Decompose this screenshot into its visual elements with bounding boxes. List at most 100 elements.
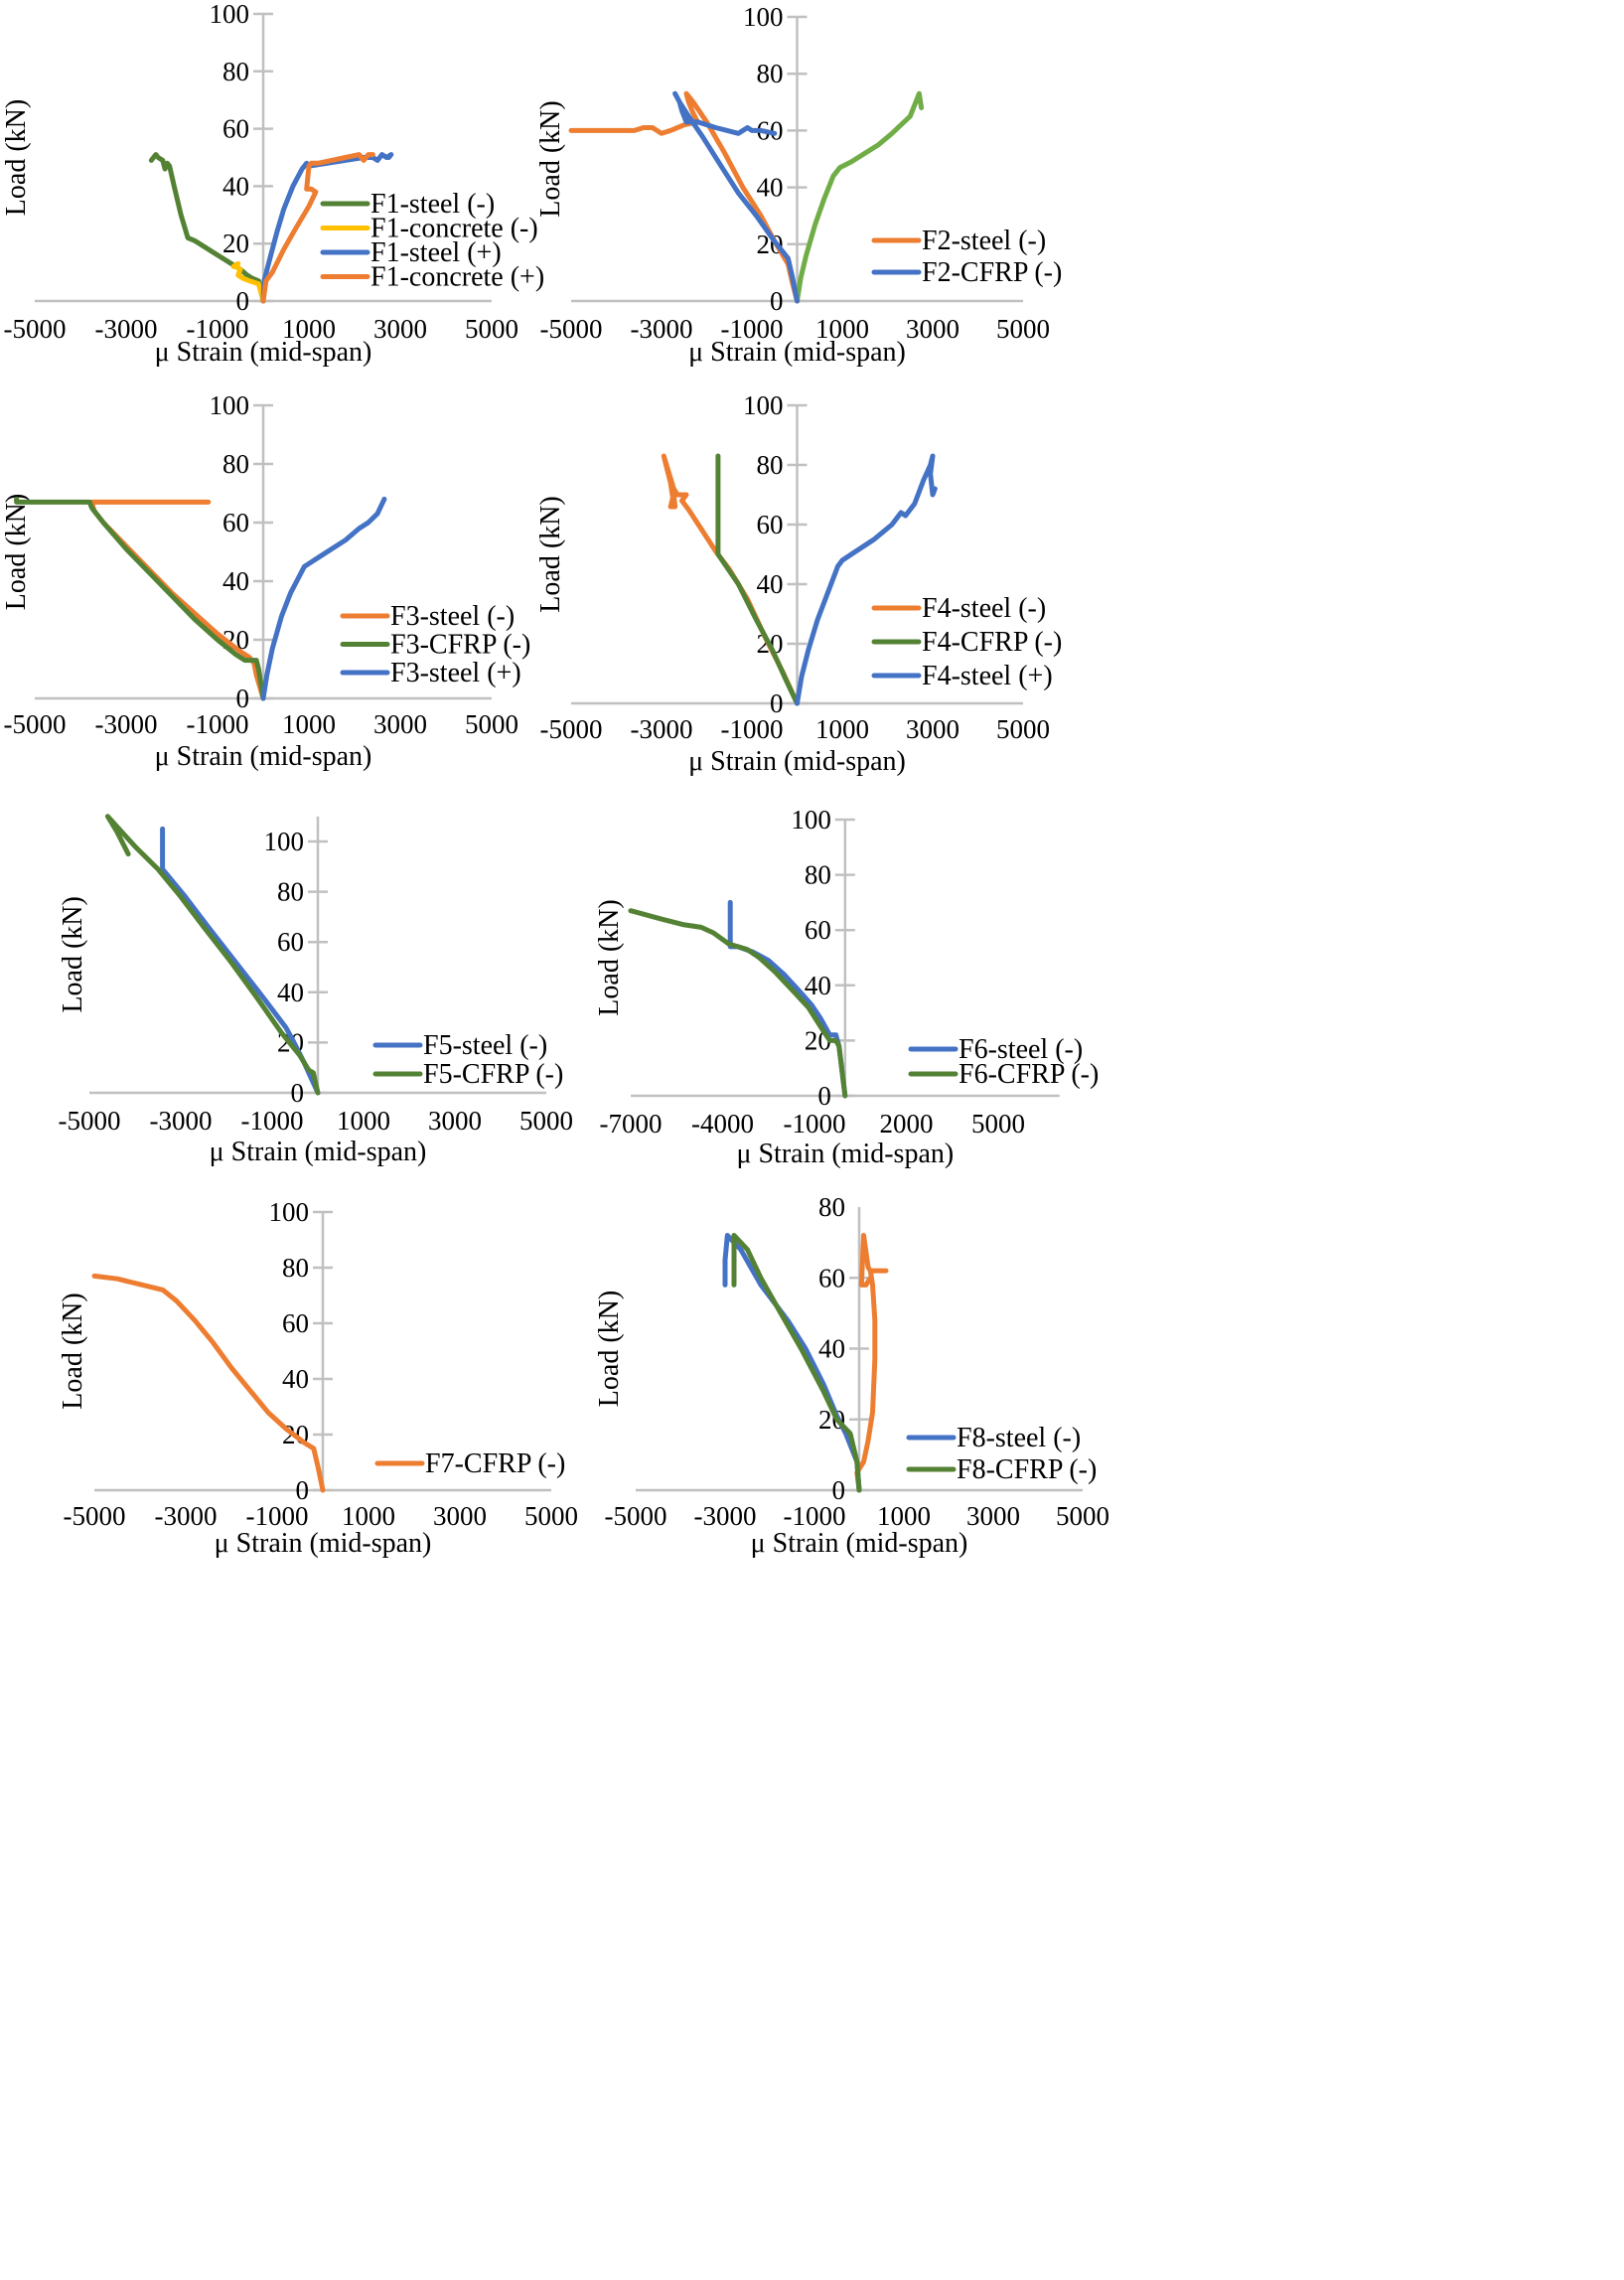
- legend-item: F3-CFRP (-): [340, 630, 530, 661]
- x-tick-label: 2000: [880, 1109, 934, 1139]
- series-line-f1-concrete: [260, 152, 375, 304]
- y-tick-label: 100: [210, 0, 250, 29]
- x-axis-title: μ Strain (mid-span): [210, 1137, 427, 1167]
- y-axis-title: Load (kN): [535, 496, 566, 612]
- x-tick-label: 1000: [815, 314, 869, 344]
- x-tick-label: -1000: [246, 1501, 309, 1531]
- x-tick-label: 5000: [519, 1106, 573, 1136]
- x-tick-label: -5000: [4, 709, 67, 739]
- x-tick-label: -5000: [64, 1501, 126, 1531]
- y-axis-title: Load (kN): [58, 896, 88, 1012]
- x-axis-title: μ Strain (mid-span): [688, 337, 906, 368]
- y-axis-title: Load (kN): [594, 899, 625, 1015]
- x-tick-label: 3000: [373, 709, 427, 739]
- series-line-f7-cfrp: [91, 1273, 326, 1493]
- legend-label: F8-steel (-): [957, 1423, 1081, 1453]
- legend-label: F6-CFRP (-): [959, 1059, 1099, 1090]
- legend-label: F3-CFRP (-): [390, 630, 530, 661]
- y-tick-label: 40: [757, 569, 784, 599]
- x-tick-label: 1000: [282, 314, 336, 344]
- legend-item: F4-steel (+): [871, 661, 1053, 691]
- x-tick-label: -5000: [605, 1501, 667, 1531]
- x-tick-label: 1000: [815, 714, 869, 744]
- x-tick-label: -1000: [721, 714, 784, 744]
- x-tick-label: 3000: [966, 1501, 1020, 1531]
- y-tick-label: 60: [277, 927, 304, 957]
- x-tick-label: 3000: [428, 1106, 482, 1136]
- y-axis-title: Load (kN): [535, 100, 566, 217]
- legend-item: F6-CFRP (-): [908, 1059, 1099, 1090]
- y-tick-label: 0: [770, 286, 784, 316]
- y-tick-label: 100: [269, 1197, 310, 1227]
- series-line-f8-cfrp: [731, 1233, 862, 1493]
- series-line-unlabeled: [854, 1233, 889, 1493]
- x-tick-label: 5000: [996, 314, 1050, 344]
- legend-item: F1-steel (+): [320, 237, 502, 268]
- x-tick-label: 3000: [906, 714, 960, 744]
- legend-label: F3-steel (-): [390, 601, 515, 632]
- legend-item: F7-CFRP (-): [374, 1448, 565, 1479]
- legend-item: F6-steel (-): [908, 1034, 1083, 1065]
- x-tick-label: -3000: [694, 1501, 757, 1531]
- y-tick-label: 80: [222, 449, 249, 479]
- legend-label: F2-CFRP (-): [922, 257, 1062, 288]
- x-tick-label: -1000: [187, 314, 249, 344]
- x-tick-label: -1000: [721, 314, 784, 344]
- y-tick-label: 60: [818, 1263, 845, 1292]
- legend-label: F5-CFRP (-): [423, 1059, 563, 1090]
- y-tick-label: 80: [818, 1192, 845, 1222]
- legend-label: F6-steel (-): [959, 1034, 1083, 1065]
- y-axis-title: Load (kN): [1, 494, 32, 610]
- series-line-f8-steel: [722, 1233, 862, 1493]
- x-tick-label: 5000: [996, 714, 1050, 744]
- y-tick-label: 80: [805, 860, 831, 890]
- y-tick-label: 60: [222, 508, 249, 537]
- x-axis-title: μ Strain (mid-span): [155, 741, 372, 772]
- x-axis-title: μ Strain (mid-span): [215, 1528, 432, 1559]
- x-axis-title: μ Strain (mid-span): [736, 1139, 954, 1169]
- y-axis-title: Load (kN): [1, 99, 32, 216]
- series-line-f3-steel: [260, 496, 387, 701]
- x-tick-label: -5000: [540, 714, 603, 744]
- series-line-f2-cfrp: [672, 90, 800, 304]
- legend-label: F1-steel (+): [370, 237, 502, 268]
- y-tick-label: 0: [832, 1475, 846, 1505]
- legend-item: F2-steel (-): [871, 226, 1046, 256]
- legend-label: F2-steel (-): [922, 226, 1046, 256]
- x-axis-title: μ Strain (mid-span): [688, 746, 906, 777]
- y-tick-label: 60: [282, 1308, 309, 1338]
- legend-item: F3-steel (-): [340, 601, 515, 632]
- y-tick-label: 100: [264, 827, 305, 856]
- y-axis-title: Load (kN): [58, 1292, 88, 1409]
- legend-label: F4-CFRP (-): [922, 627, 1062, 658]
- series-line-f5-cfrp: [104, 814, 321, 1096]
- x-tick-label: 5000: [465, 709, 518, 739]
- y-tick-label: 80: [282, 1253, 309, 1283]
- x-axis-title: μ Strain (mid-span): [155, 337, 372, 368]
- y-tick-label: 100: [791, 805, 831, 835]
- x-tick-label: 3000: [433, 1501, 487, 1531]
- x-tick-label: 5000: [465, 314, 518, 344]
- series-line-f6-cfrp: [628, 908, 848, 1099]
- x-tick-label: -3000: [95, 709, 158, 739]
- legend-item: F8-steel (-): [906, 1423, 1081, 1453]
- x-tick-label: -4000: [691, 1109, 754, 1139]
- legend-label: F7-CFRP (-): [425, 1448, 565, 1479]
- legend-item: F1-concrete (+): [320, 262, 544, 293]
- y-tick-label: 100: [743, 2, 784, 32]
- series-line-f1-concrete: [230, 260, 266, 304]
- legend-label: F4-steel (-): [922, 593, 1046, 624]
- x-tick-label: -1000: [784, 1109, 846, 1139]
- y-tick-label: 0: [296, 1475, 310, 1505]
- x-tick-label: 5000: [524, 1501, 578, 1531]
- y-tick-label: 40: [277, 978, 304, 1007]
- y-tick-label: 0: [770, 688, 784, 718]
- series-line-f4-cfrp: [715, 453, 800, 706]
- y-tick-label: 0: [236, 286, 250, 316]
- legend-item: F4-CFRP (-): [871, 627, 1062, 658]
- legend-item: F1-concrete (-): [320, 214, 538, 244]
- series-line-f3-cfrp: [14, 496, 266, 701]
